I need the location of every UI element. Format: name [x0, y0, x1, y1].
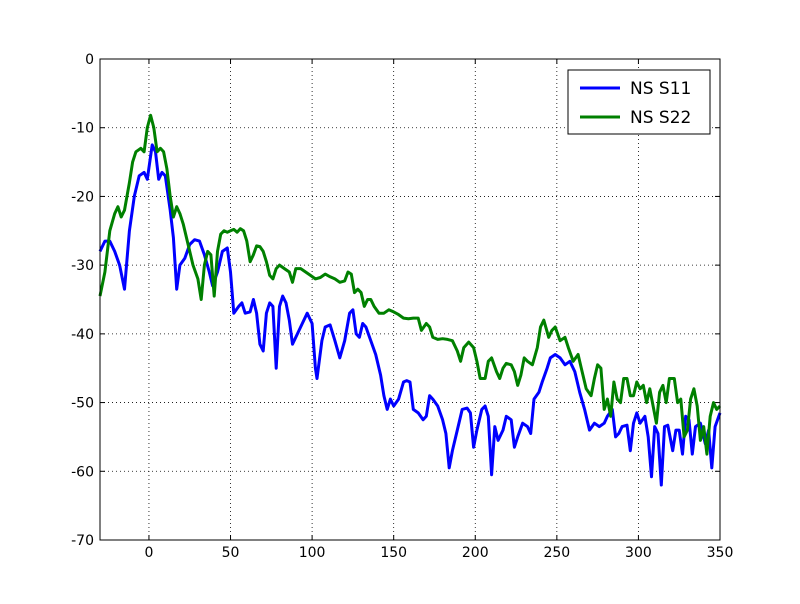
x-tick-label: 350	[707, 545, 734, 561]
x-tick-label: 100	[299, 545, 326, 561]
x-tick-label: 150	[380, 545, 407, 561]
legend-box	[567, 69, 711, 135]
x-tick-label: 0	[144, 545, 153, 561]
legend-label: NS S22	[630, 108, 691, 128]
series-line	[98, 113, 722, 456]
y-tick-label: -30	[71, 258, 94, 274]
y-tick-label: -60	[71, 464, 94, 480]
y-tick-label: -10	[71, 121, 94, 137]
x-tick-label: 200	[462, 545, 489, 561]
legend-label: NS S11	[630, 79, 691, 99]
plot-area	[100, 59, 720, 540]
x-tick-label: 50	[222, 545, 240, 561]
y-tick-label: -20	[71, 189, 94, 205]
y-tick-label: 0	[85, 52, 94, 68]
x-tick-label: 250	[543, 545, 570, 561]
y-tick-label: -70	[71, 533, 94, 549]
y-tick-label: -40	[71, 327, 94, 343]
y-tick-label: -50	[71, 396, 94, 412]
x-tick-label: 300	[625, 545, 652, 561]
plot-frame	[99, 58, 721, 541]
